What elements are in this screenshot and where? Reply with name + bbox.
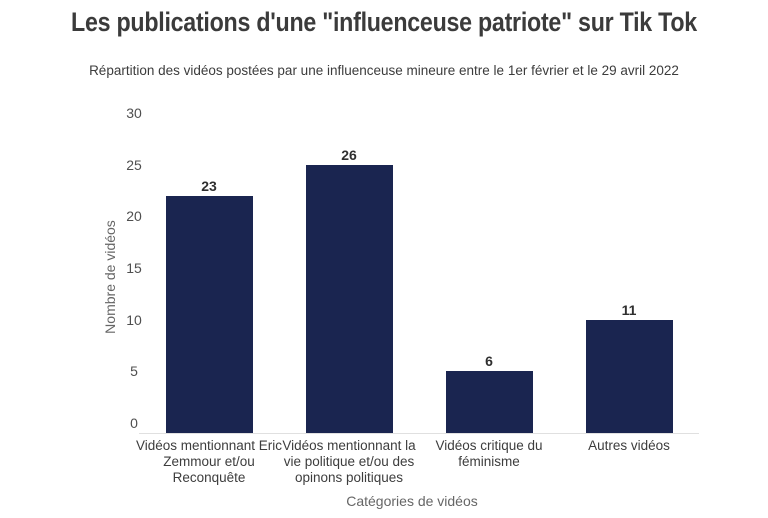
bar-value-label: 11	[621, 302, 637, 318]
y-tick-label: 10	[126, 312, 142, 328]
chart-title: Les publications d'une "influenceuse pat…	[71, 7, 697, 37]
bar	[306, 165, 393, 433]
bar	[446, 371, 533, 433]
bar	[586, 320, 673, 433]
x-axis-baseline	[139, 433, 699, 434]
bar	[166, 196, 253, 433]
y-tick-label: 30	[126, 105, 142, 121]
bar-value-label: 26	[341, 147, 357, 163]
chart-subtitle: Répartition des vidéos postées par une i…	[89, 63, 679, 78]
y-tick-label: 0	[130, 415, 138, 431]
y-tick-label: 15	[126, 260, 142, 276]
x-category-label: Vidéos critique du féminisme	[435, 438, 543, 469]
x-category-label: Vidéos mentionnant la vie politique et/o…	[282, 438, 416, 485]
bar-value-label: 6	[485, 353, 493, 369]
y-tick-label: 20	[126, 208, 142, 224]
y-tick-label: 25	[126, 157, 142, 173]
x-category-label: Autres vidéos	[588, 438, 670, 453]
bar-value-label: 23	[201, 178, 217, 194]
y-tick-label: 5	[130, 363, 138, 379]
x-category-label: Vidéos mentionnant Eric Zemmour et/ou Re…	[135, 438, 283, 485]
x-axis-title: Catégories de vidéos	[346, 493, 478, 509]
